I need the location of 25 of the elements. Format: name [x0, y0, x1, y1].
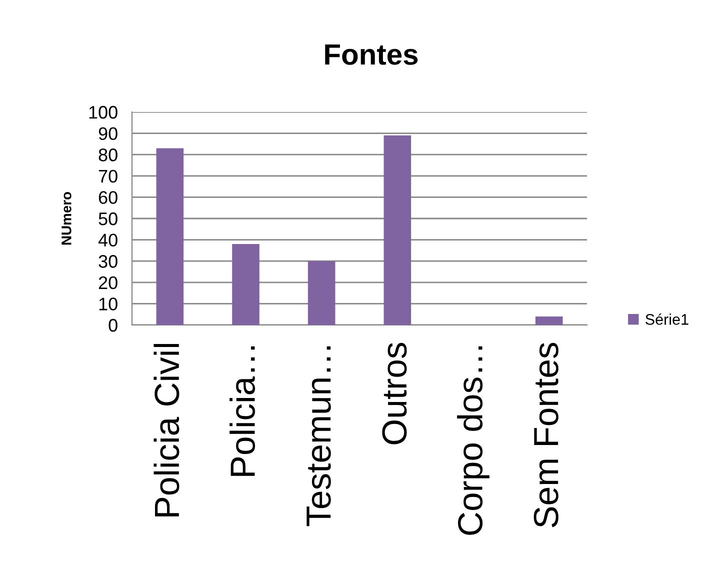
- bar: [156, 148, 184, 325]
- bar: [535, 316, 563, 325]
- y-tick-label: 70: [98, 170, 118, 183]
- chart-title: Fontes: [325, 44, 418, 65]
- legend-label: Série1: [646, 313, 688, 325]
- bar: [232, 244, 260, 325]
- y-tick-label: 50: [98, 212, 118, 226]
- y-tick-label: 30: [98, 255, 118, 268]
- bar: [384, 135, 412, 325]
- x-tick-label: Policia Civil: [154, 344, 180, 516]
- x-tick-label: Corpo dos…: [457, 346, 490, 535]
- x-tick-label: Testemun…: [306, 346, 331, 526]
- bar: [308, 261, 336, 325]
- y-tick-label: 40: [98, 234, 118, 247]
- y-tick-label: 100: [89, 106, 118, 119]
- y-axis-title: NUmero: [62, 192, 72, 245]
- x-tick-label: Sem Fontes: [534, 342, 558, 528]
- y-tick-label: 10: [99, 298, 118, 310]
- y-tick-label: 80: [98, 148, 118, 162]
- x-tick-label: Policia…: [230, 346, 256, 476]
- x-tick-label: Outros: [382, 342, 407, 444]
- y-tick-label: 0: [108, 318, 118, 332]
- y-tick-label: 90: [98, 127, 118, 140]
- y-tick-label: 60: [98, 191, 118, 204]
- y-tick-label: 20: [98, 276, 118, 290]
